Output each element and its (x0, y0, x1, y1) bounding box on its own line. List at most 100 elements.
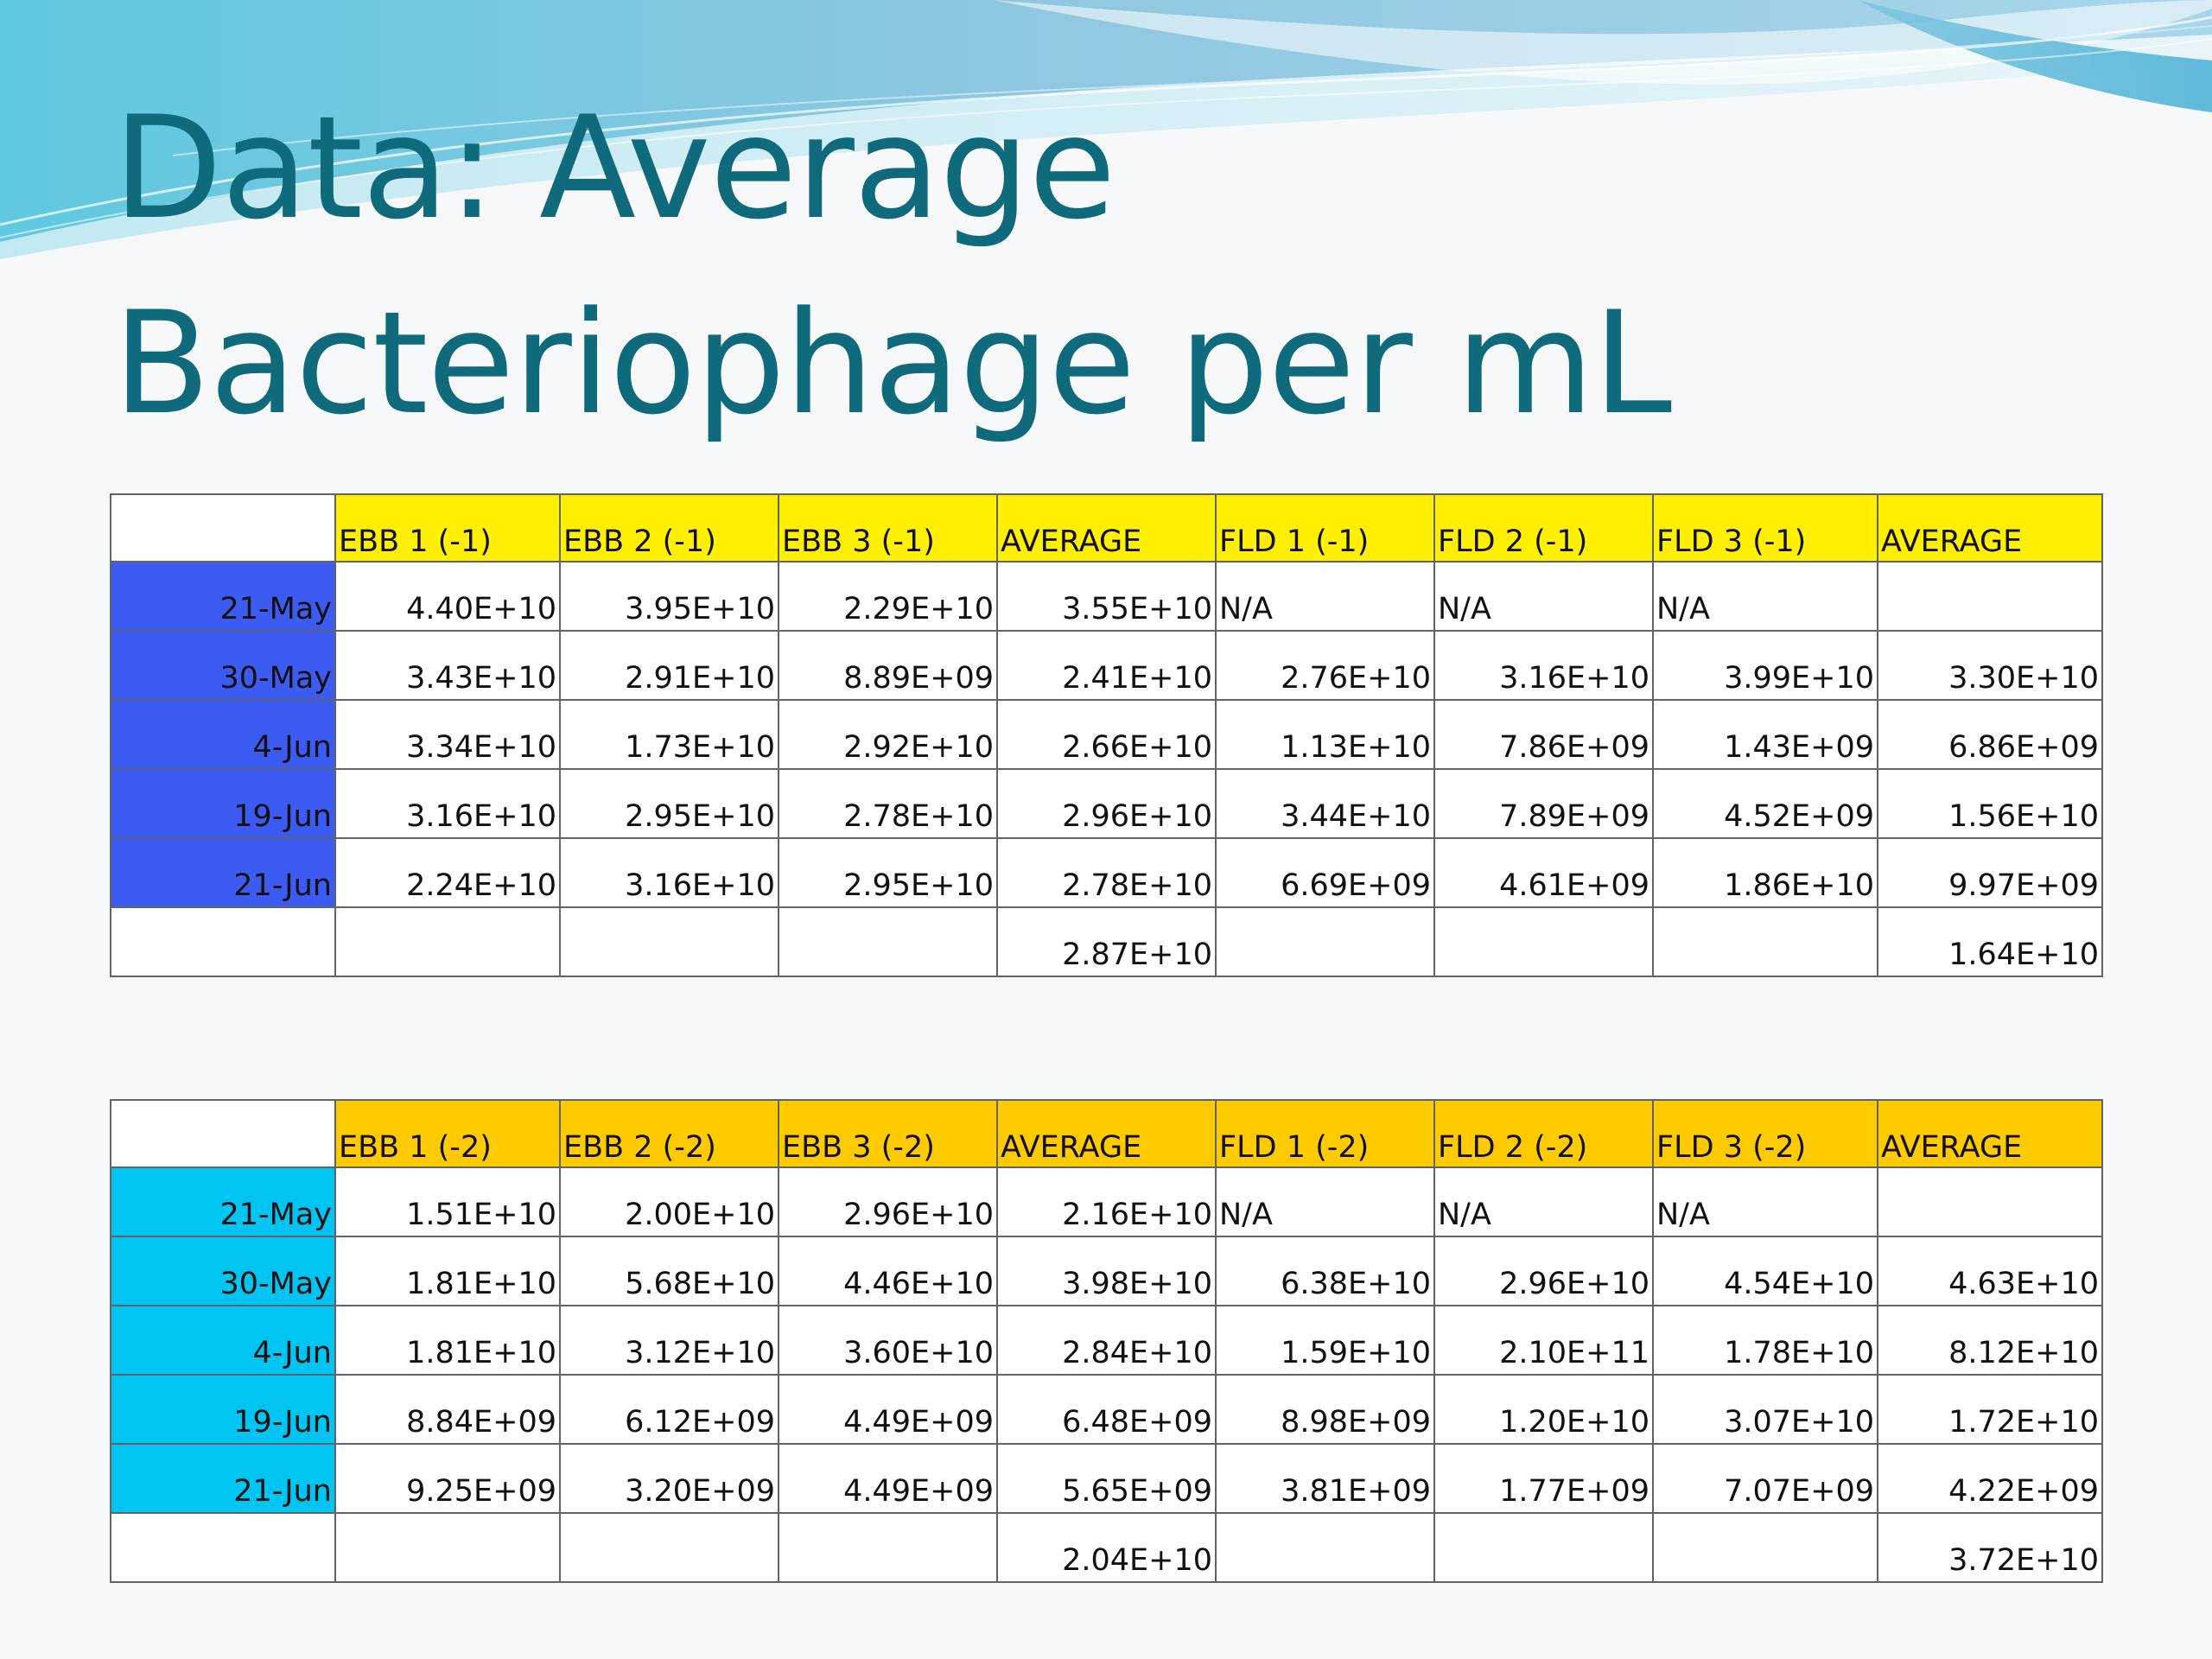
value-cell: 3.99E+10 (1652, 630, 1878, 701)
column-header: AVERAGE (996, 1099, 1217, 1168)
value-cell: 4.52E+09 (1652, 768, 1878, 839)
corner-cell (110, 493, 336, 563)
value-cell: N/A (1652, 561, 1878, 632)
value-cell: 3.95E+10 (559, 561, 779, 632)
value-cell: 3.07E+10 (1652, 1374, 1878, 1445)
value-cell: 4.54E+10 (1652, 1236, 1878, 1306)
value-cell: 6.86E+09 (1877, 699, 2103, 770)
column-header: FLD 3 (-1) (1652, 493, 1878, 563)
column-header: FLD 2 (-2) (1433, 1099, 1654, 1168)
column-header: EBB 1 (-1) (334, 493, 561, 563)
value-cell: 2.10E+11 (1433, 1305, 1654, 1376)
table-row: 2.04E+10 3.72E+10 (110, 1512, 2103, 1583)
value-cell: 4.40E+10 (334, 561, 561, 632)
table-row: 19-Jun 8.84E+09 6.12E+09 4.49E+09 6.48E+09 8.… (110, 1374, 2103, 1445)
value-cell: 6.69E+09 (1215, 837, 1435, 908)
value-cell: 4.63E+10 (1877, 1236, 2103, 1306)
value-cell: 1.86E+10 (1652, 837, 1878, 908)
overall-average-cell (559, 1512, 779, 1583)
value-cell: N/A (1215, 561, 1435, 632)
table-row: 30-May 3.43E+10 2.91E+10 8.89E+09 2.41E+10 2.… (110, 630, 2103, 701)
value-cell: 2.95E+10 (778, 837, 998, 908)
column-header: FLD 2 (-1) (1433, 493, 1654, 563)
value-cell: 2.29E+10 (778, 561, 998, 632)
overall-average-cell (334, 1512, 561, 1583)
value-cell: 8.89E+09 (778, 630, 998, 701)
value-cell: 2.91E+10 (559, 630, 779, 701)
value-cell: 2.95E+10 (559, 768, 779, 839)
overall-average-cell (1433, 906, 1654, 977)
value-cell: 2.66E+10 (996, 699, 1217, 770)
value-cell: 6.48E+09 (996, 1374, 1217, 1445)
date-cell: 30-May (110, 1236, 336, 1306)
value-cell: 2.41E+10 (996, 630, 1217, 701)
value-cell (1877, 1166, 2103, 1237)
table-row: 21-Jun 9.25E+09 3.20E+09 4.49E+09 5.65E+09 3.… (110, 1443, 2103, 1514)
value-cell: 5.65E+09 (996, 1443, 1217, 1514)
value-cell: 4.22E+09 (1877, 1443, 2103, 1514)
value-cell: 1.13E+10 (1215, 699, 1435, 770)
value-cell: 5.68E+10 (559, 1236, 779, 1306)
value-cell: 7.07E+09 (1652, 1443, 1878, 1514)
value-cell: 3.34E+10 (334, 699, 561, 770)
value-cell: 2.96E+10 (996, 768, 1217, 839)
column-header: AVERAGE (1877, 1099, 2103, 1168)
value-cell: 3.16E+10 (334, 768, 561, 839)
date-cell: 19-Jun (110, 768, 336, 839)
value-cell: 6.12E+09 (559, 1374, 779, 1445)
value-cell: 3.98E+10 (996, 1236, 1217, 1306)
value-cell: 3.81E+09 (1215, 1443, 1435, 1514)
overall-average-cell (778, 906, 998, 977)
value-cell: 1.43E+09 (1652, 699, 1878, 770)
table-row: 4-Jun 3.34E+10 1.73E+10 2.92E+10 2.66E+10 1.1… (110, 699, 2103, 770)
value-cell: 1.20E+10 (1433, 1374, 1654, 1445)
value-cell: 2.84E+10 (996, 1305, 1217, 1376)
value-cell: 3.12E+10 (559, 1305, 779, 1376)
dilution-2-table: EBB 1 (-2) EBB 2 (-2) EBB 3 (-2) AVERAGE FLD… (110, 1099, 2103, 1583)
value-cell: 1.73E+10 (559, 699, 779, 770)
table-row: 2.87E+10 1.64E+10 (110, 906, 2103, 977)
value-cell: N/A (1433, 561, 1654, 632)
dilution-1-table: EBB 1 (-1) EBB 2 (-1) EBB 3 (-1) AVERAGE FLD… (110, 493, 2103, 977)
value-cell: 3.16E+10 (559, 837, 779, 908)
overall-average-cell (559, 906, 779, 977)
value-cell: 3.30E+10 (1877, 630, 2103, 701)
value-cell: 2.76E+10 (1215, 630, 1435, 701)
overall-average-cell (1215, 1512, 1435, 1583)
date-cell: 21-Jun (110, 1443, 336, 1514)
column-header: EBB 3 (-1) (778, 493, 998, 563)
table-row: 4-Jun 1.81E+10 3.12E+10 3.60E+10 2.84E+10 1.5… (110, 1305, 2103, 1376)
column-header: EBB 2 (-2) (559, 1099, 779, 1168)
date-cell (110, 906, 336, 977)
date-cell: 21-May (110, 1166, 336, 1237)
value-cell: 3.20E+09 (559, 1443, 779, 1514)
column-header: EBB 2 (-1) (559, 493, 779, 563)
column-header: FLD 1 (-2) (1215, 1099, 1435, 1168)
value-cell: 8.84E+09 (334, 1374, 561, 1445)
value-cell: 8.12E+10 (1877, 1305, 2103, 1376)
value-cell: 7.86E+09 (1433, 699, 1654, 770)
value-cell: 8.98E+09 (1215, 1374, 1435, 1445)
value-cell: 3.55E+10 (996, 561, 1217, 632)
value-cell: 9.25E+09 (334, 1443, 561, 1514)
value-cell: 1.51E+10 (334, 1166, 561, 1237)
value-cell: N/A (1215, 1166, 1435, 1237)
date-cell: 21-May (110, 561, 336, 632)
value-cell: 1.59E+10 (1215, 1305, 1435, 1376)
header-wave-decoration (0, 0, 2212, 259)
value-cell: 3.16E+10 (1433, 630, 1654, 701)
value-cell: 1.78E+10 (1652, 1305, 1878, 1376)
value-cell: 4.49E+09 (778, 1374, 998, 1445)
corner-cell (110, 1099, 336, 1168)
overall-average-cell (1433, 1512, 1654, 1583)
value-cell: 2.16E+10 (996, 1166, 1217, 1237)
date-cell: 4-Jun (110, 1305, 336, 1376)
table-header-row: EBB 1 (-1) EBB 2 (-1) EBB 3 (-1) AVERAGE FLD… (110, 493, 2103, 563)
column-header: EBB 1 (-2) (334, 1099, 561, 1168)
value-cell (1877, 561, 2103, 632)
value-cell: 2.96E+10 (778, 1166, 998, 1237)
value-cell: N/A (1652, 1166, 1878, 1237)
overall-average-cell: 1.64E+10 (1877, 906, 2103, 977)
date-cell: 4-Jun (110, 699, 336, 770)
value-cell: 4.61E+09 (1433, 837, 1654, 908)
